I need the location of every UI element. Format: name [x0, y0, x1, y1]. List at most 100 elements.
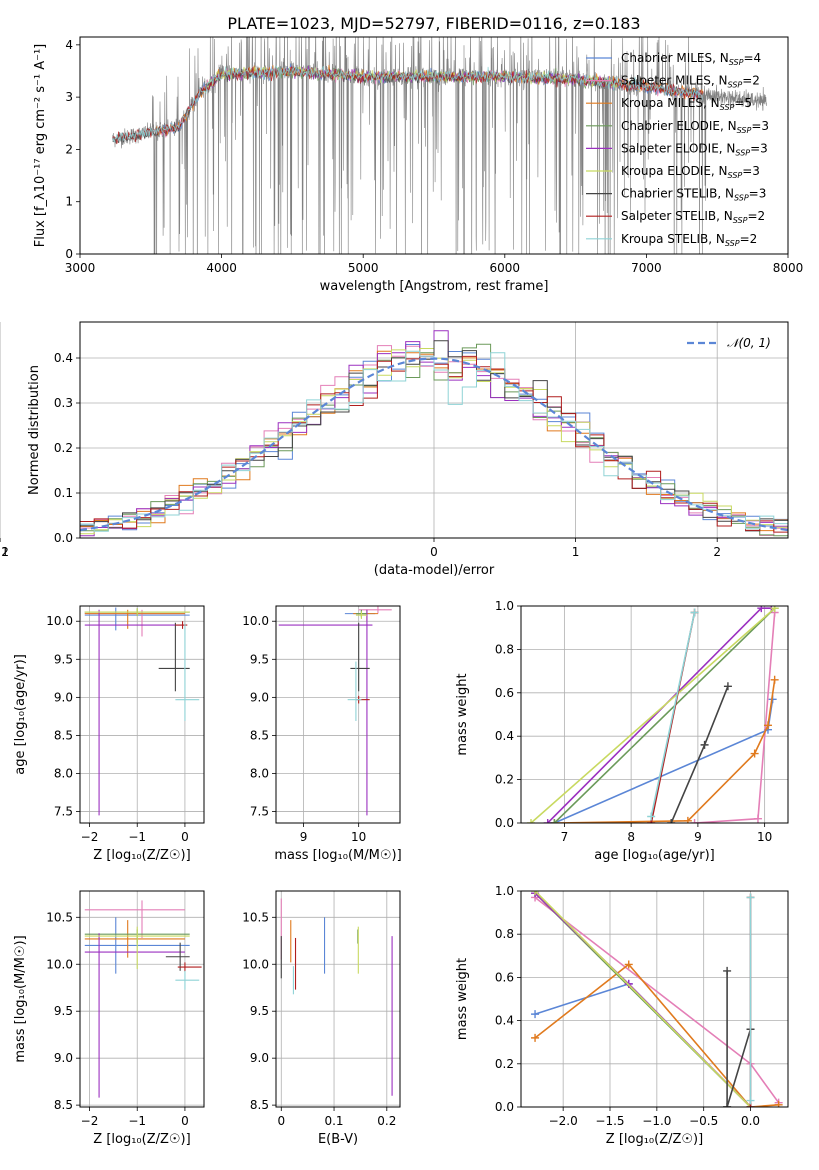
errorbar-salpeter-stelib: [175, 621, 188, 629]
x-tick-label: 0.1: [324, 1114, 343, 1128]
errorbar-kroupa-elodie: [84, 926, 190, 969]
axes-frame: [79, 605, 205, 824]
series-salpeter-miles: [690, 608, 779, 823]
y-tick-label: 9.0: [250, 1051, 269, 1065]
axes-frame: [275, 605, 401, 824]
y-tick-label: 0.2: [495, 1057, 514, 1071]
y-tick-label: 0.8: [495, 642, 514, 656]
y-tick-label: 7.5: [250, 805, 269, 819]
y-tick-label: 8.0: [54, 767, 73, 781]
y-tick-label: 1.0: [495, 599, 514, 613]
series-marker: [647, 812, 656, 821]
x-tick-label: −1: [128, 830, 146, 844]
y-tick-label: 0.0: [495, 1100, 514, 1114]
y-tick-label: 1.0: [495, 884, 514, 898]
plot-area: [84, 607, 200, 816]
model-spectrum-kroupa-stelib: [112, 65, 704, 143]
x-tick-label: 8000: [773, 261, 804, 275]
x-tick-label: 8: [627, 830, 635, 844]
y-tick-label: 0.0: [495, 816, 514, 830]
y-axis-label: mass weight: [455, 958, 470, 1040]
x-tick-label: 9: [300, 830, 308, 844]
x-axis-label: E(B-V): [318, 1132, 358, 1147]
x-tick-label: 10: [351, 830, 366, 844]
y-axis-label: mass [log₁₀(M/M☉)]: [13, 935, 28, 1062]
x-tick-label: −2: [81, 830, 99, 844]
legend-entry: Kroupa STELIB, NSSP=2: [621, 232, 757, 248]
legend-entry: Salpeter MILES, NSSP=2: [621, 74, 760, 90]
charts-layer: 3000 4000 5000 6000 7000 800001234wavelength …: [0, 36, 804, 1147]
series-marker: [723, 1103, 732, 1107]
x-tick-label: −2: [0, 545, 9, 559]
errorbar-salpeter-stelib: [177, 962, 202, 972]
series-marker: [543, 819, 552, 823]
series-marker: [746, 893, 755, 902]
series-line: [726, 970, 752, 1107]
y-tick-label: 9.5: [250, 1004, 269, 1018]
y-tick-label: 0.0: [54, 531, 73, 545]
x-tick-label: 2: [713, 545, 721, 559]
y-axis-label: mass weight: [455, 673, 470, 755]
series-marker: [683, 816, 692, 823]
series-marker: [770, 675, 779, 684]
y-tick-label: 7.5: [54, 805, 73, 819]
y-tick-label: 9.5: [54, 652, 73, 666]
legend-entry: Kroupa ELODIE, NSSP=3: [621, 164, 760, 180]
axes-frame: [520, 890, 789, 1108]
x-tick-label: 7000: [631, 261, 662, 275]
y-tick-label: 0.4: [495, 729, 514, 743]
errorbar-kroupa-stelib: [175, 623, 200, 721]
y-tick-label: 9.0: [54, 1051, 73, 1065]
legend-entry: Salpeter STELIB, NSSP=2: [621, 209, 765, 225]
x-axis-label: mass [log₁₀(M/M☉)]: [274, 848, 401, 863]
series-kroupa-elodie: [531, 891, 755, 1107]
y-tick-label: 10.0: [46, 614, 73, 628]
plot-area: [527, 606, 779, 823]
y-tick-label: 10.0: [242, 614, 269, 628]
x-axis-label: Z [log₁₀(Z/Z☉)]: [606, 1132, 703, 1147]
errorbar-kroupa-stelib: [347, 661, 362, 721]
series-marker: [531, 1033, 540, 1042]
y-tick-label: 8.5: [54, 1098, 73, 1112]
x-tick-label: 7: [561, 830, 569, 844]
legend-entry: Kroupa MILES, NSSP=5: [621, 96, 752, 112]
series-marker: [757, 606, 766, 613]
x-axis-label: (data-model)/error: [374, 563, 495, 578]
errorbar-salpeter-elodie: [278, 609, 373, 816]
y-tick-label: 0.2: [54, 441, 73, 455]
x-tick-label: 5000: [348, 261, 379, 275]
axes-age_vs_Z: −2 −1 0 7.5 8.0 8.5 9.0 9.5 10.0 Z [log₁₀(Z/Z☉)] a…: [13, 605, 205, 863]
errorbar-kroupa-stelib: [175, 970, 200, 990]
axes-frame: [79, 36, 789, 255]
series-marker: [690, 819, 699, 823]
y-tick-label: 0.6: [495, 686, 514, 700]
legend-entry: Salpeter ELODIE, NSSP=3: [621, 141, 768, 157]
y-tick-label: 8.0: [250, 767, 269, 781]
errorbar-kroupa-elodie: [84, 608, 190, 616]
errorbar-chabrier-stelib: [350, 622, 370, 692]
legend-entry: Chabrier MILES, NSSP=4: [621, 51, 761, 67]
series-marker: [624, 960, 633, 969]
y-tick-label: 9.0: [250, 690, 269, 704]
axes-age_vs_mass: 9 10 7.5 8.0 8.5 9.0 9.5 10.0 mass [log₁₀(M/M☉)]: [242, 605, 402, 863]
figure-title: PLATE=1023, MJD=52797, FIBERID=0116, z=0…: [227, 14, 640, 33]
x-tick-label: 0: [430, 545, 438, 559]
errorbar-kroupa-miles: [84, 920, 185, 958]
series-kroupa-stelib: [647, 608, 699, 821]
series-line: [534, 983, 629, 1015]
histogram-kroupa-stelib: [80, 350, 788, 537]
y-tick-label: 0: [65, 247, 73, 261]
plot-area: [80, 330, 788, 537]
y-axis-label: Normed distribution: [27, 365, 42, 495]
x-tick-label: 0.2: [377, 1114, 396, 1128]
x-tick-label: 9: [694, 830, 702, 844]
plot-area: [84, 900, 202, 1098]
x-tick-label: 10: [757, 830, 772, 844]
x-axis-label: age [log₁₀(age/yr)]: [594, 848, 715, 863]
x-tick-label: 0: [181, 830, 189, 844]
errorbar-kroupa-miles: [84, 609, 185, 629]
legend-entry: Chabrier ELODIE, NSSP=3: [621, 119, 769, 135]
axes-massweight_vs_Z: −2.0 −1.5 −1.0 −0.5 0.0 0.0 0.2 0.4 0.6 0.8 1.0 Z […: [455, 884, 789, 1147]
series-line: [553, 607, 776, 823]
